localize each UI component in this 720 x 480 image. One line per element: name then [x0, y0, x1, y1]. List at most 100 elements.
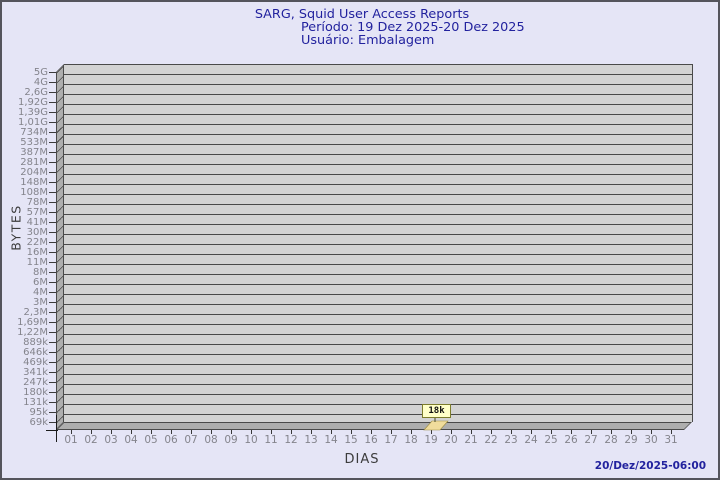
x-axis-label: 08	[204, 434, 218, 446]
y-axis-tick	[49, 92, 56, 93]
y-axis-tick	[49, 82, 56, 83]
y-axis-tick	[49, 342, 56, 343]
y-axis-tick	[49, 392, 56, 393]
y-axis-tick	[49, 422, 56, 423]
x-axis-tick	[471, 430, 472, 434]
x-axis-tick	[151, 430, 152, 434]
x-axis-label: 14	[324, 434, 338, 446]
x-axis-tick	[511, 430, 512, 434]
y-axis-tick	[49, 382, 56, 383]
y-axis-label: 57M	[26, 206, 48, 218]
x-axis-label: 30	[644, 434, 658, 446]
x-axis-label: 26	[564, 434, 578, 446]
x-axis-label: 25	[544, 434, 558, 446]
x-axis-tick	[551, 430, 552, 434]
y-axis-tick	[49, 112, 56, 113]
x-axis-title: DIAS	[344, 452, 380, 467]
y-axis-tick	[49, 332, 56, 333]
y-axis-label: 1,92G	[17, 96, 48, 108]
y-axis-tick	[49, 232, 56, 233]
x-axis-tick	[311, 430, 312, 434]
x-axis-label: 09	[224, 434, 238, 446]
x-axis-tick	[571, 430, 572, 434]
y-axis-label: 30M	[26, 226, 48, 238]
x-axis-label: 01	[64, 434, 78, 446]
x-axis-tick	[271, 430, 272, 434]
x-axis-tick	[531, 430, 532, 434]
x-axis-label: 16	[364, 434, 378, 446]
x-axis-label: 10	[244, 434, 258, 446]
x-axis-label: 31	[664, 434, 678, 446]
y-axis-label: 4M	[33, 286, 48, 298]
y-axis-label: 2,6G	[24, 86, 48, 98]
y-axis-label: 204M	[20, 166, 48, 178]
y-axis-tick	[49, 282, 56, 283]
x-axis-tick	[71, 430, 72, 434]
y-axis-label: 889k	[23, 336, 48, 348]
y-axis-label: 247k	[23, 376, 48, 388]
x-axis-label: 05	[144, 434, 158, 446]
y-axis-tick	[49, 302, 56, 303]
x-axis-label: 12	[284, 434, 298, 446]
y-axis-tick	[49, 152, 56, 153]
y-axis-tick	[49, 252, 56, 253]
x-axis-label: 07	[184, 434, 198, 446]
x-axis-tick	[131, 430, 132, 434]
x-axis-tick	[611, 430, 612, 434]
x-axis-label: 24	[524, 434, 538, 446]
x-axis-label: 19	[424, 434, 438, 446]
x-axis-tick	[211, 430, 212, 434]
y-axis-label: 1,69M	[17, 316, 48, 328]
y-axis-label: 41M	[26, 216, 48, 228]
x-axis-label: 23	[504, 434, 518, 446]
x-axis-tick	[171, 430, 172, 434]
y-axis-label: 6M	[33, 276, 48, 288]
x-axis-label: 27	[584, 434, 598, 446]
x-axis-label: 20	[444, 434, 458, 446]
axis-corner-horizontal	[46, 430, 58, 431]
plot-area	[64, 64, 693, 422]
y-axis-tick	[49, 132, 56, 133]
x-axis-tick	[631, 430, 632, 434]
x-axis-label: 17	[384, 434, 398, 446]
y-axis-label: 131k	[23, 396, 48, 408]
y-axis-label: 646k	[23, 346, 48, 358]
x-axis-tick	[291, 430, 292, 434]
y-axis-tick	[49, 322, 56, 323]
y-axis-label: 734M	[20, 126, 48, 138]
y-axis-label: 1,39G	[17, 106, 48, 118]
chart-title: SARG, Squid User Access Reports	[254, 7, 470, 22]
y-axis-label: 22M	[26, 236, 48, 248]
y-axis-label: 533M	[20, 136, 48, 148]
y-axis-label: 341k	[23, 366, 48, 378]
y-axis-label: 387M	[20, 146, 48, 158]
y-axis-tick	[49, 362, 56, 363]
y-axis-tick	[49, 292, 56, 293]
y-axis-label: 11M	[26, 256, 48, 268]
x-axis-label: 18	[404, 434, 418, 446]
x-axis-label: 29	[624, 434, 638, 446]
y-axis-tick	[49, 412, 56, 413]
y-axis-label: 3M	[33, 296, 48, 308]
x-axis-tick	[91, 430, 92, 434]
y-axis-label: 281M	[20, 156, 48, 168]
x-axis-tick	[451, 430, 452, 434]
y-axis-tick	[49, 202, 56, 203]
data-point-label: 18k	[422, 404, 451, 418]
y-axis-label: 16M	[26, 246, 48, 258]
x-axis-tick	[411, 430, 412, 434]
x-axis-tick	[371, 430, 372, 434]
y-axis-tick	[49, 262, 56, 263]
chart-user: Usuário: Embalagem	[301, 33, 435, 48]
y-axis-tick	[49, 172, 56, 173]
y-axis-tick	[49, 312, 56, 313]
x-axis-label: 06	[164, 434, 178, 446]
y-axis-tick	[49, 352, 56, 353]
y-axis-label: 469k	[23, 356, 48, 368]
y-axis-label: 95k	[29, 406, 48, 418]
y-axis-tick	[49, 372, 56, 373]
x-axis-tick	[251, 430, 252, 434]
y-axis-tick	[49, 182, 56, 183]
y-axis-tick	[49, 162, 56, 163]
y-axis-label: 2,3M	[23, 306, 48, 318]
